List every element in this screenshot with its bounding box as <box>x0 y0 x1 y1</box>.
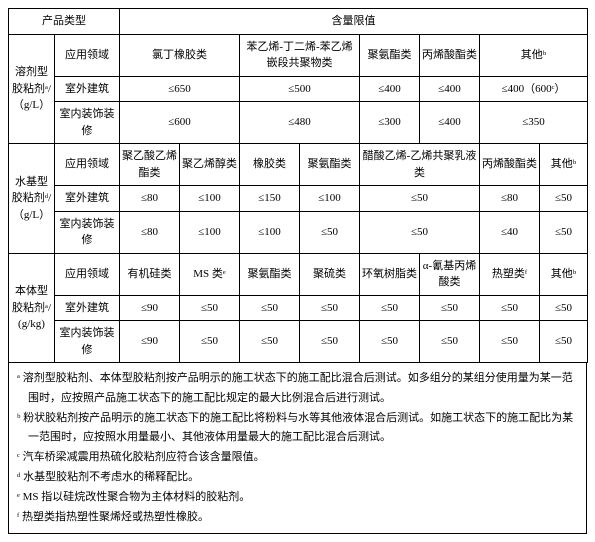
section1-appfield: 应用领域 <box>55 34 120 76</box>
cell: ≤100 <box>180 211 240 253</box>
footnotes: ᵃ 溶剂型胶粘剂、本体型胶粘剂按产品明示的施工状态下的施工配比混合后测试。如多组… <box>8 363 587 534</box>
cell: ≤50 <box>360 295 420 321</box>
section3-row0-label: 室外建筑 <box>55 295 120 321</box>
cell: ≤50 <box>360 186 480 212</box>
cell: ≤50 <box>540 295 588 321</box>
section2-row0-label: 室外建筑 <box>55 186 120 212</box>
cell: ≤650 <box>120 76 240 102</box>
header-limit-value: 含量限值 <box>120 9 588 35</box>
section3-col6: 热塑类ᶠ <box>480 253 540 295</box>
section2-col4: 醋酸乙烯-乙烯共聚乳液类 <box>360 144 480 186</box>
section3-row1-label: 室内装饰装修 <box>55 321 120 363</box>
section3-col0: 有机硅类 <box>120 253 180 295</box>
section3-col4: 环氧树脂类 <box>360 253 420 295</box>
cell: ≤400 <box>420 76 480 102</box>
section1-row1-label: 室内装饰装修 <box>55 102 120 144</box>
section2-col2: 橡胶类 <box>240 144 300 186</box>
cell: ≤80 <box>120 186 180 212</box>
cell: ≤90 <box>120 295 180 321</box>
section1-col1: 苯乙烯-丁二烯-苯乙烯嵌段共聚物类 <box>240 34 360 76</box>
section2-col3: 聚氨酯类 <box>300 144 360 186</box>
cell: ≤100 <box>300 186 360 212</box>
cell: ≤600 <box>120 102 240 144</box>
cell: ≤50 <box>480 321 540 363</box>
cell: ≤100 <box>240 211 300 253</box>
cell: ≤400 <box>360 76 420 102</box>
footnote-d: ᵈ 水基型胶粘剂不考虑水的稀释配比。 <box>17 468 578 488</box>
section1-col2: 聚氨酯类 <box>360 34 420 76</box>
cell: ≤50 <box>420 321 480 363</box>
cell: ≤100 <box>180 186 240 212</box>
cell: ≤400（600ᶜ） <box>480 76 588 102</box>
section3-appfield: 应用领域 <box>55 253 120 295</box>
cell: ≤50 <box>240 321 300 363</box>
cell: ≤50 <box>360 321 420 363</box>
section2-rowlabel: 水基型胶粘剂ᵈ/（g/L） <box>9 144 55 254</box>
footnote-f: ᶠ 热塑类指热塑性聚烯烃或热塑性橡胶。 <box>17 508 578 528</box>
section1-row0-label: 室外建筑 <box>55 76 120 102</box>
cell: ≤400 <box>420 102 480 144</box>
cell: ≤80 <box>120 211 180 253</box>
cell: ≤50 <box>360 211 480 253</box>
cell: ≤50 <box>540 321 588 363</box>
cell: ≤500 <box>240 76 360 102</box>
section2-col6: 其他ᵇ <box>540 144 588 186</box>
section2-row1-label: 室内装饰装修 <box>55 211 120 253</box>
section3-rowlabel: 本体型胶粘剂ᵃ/(g/kg) <box>9 253 55 363</box>
section1-col3: 丙烯酸酯类 <box>420 34 480 76</box>
section3-col1: MS 类ᵉ <box>180 253 240 295</box>
footnote-e: ᵉ MS 指以硅烷改性聚合物为主体材料的胶粘剂。 <box>17 488 578 508</box>
cell: ≤40 <box>480 211 540 253</box>
cell: ≤90 <box>120 321 180 363</box>
cell: ≤350 <box>480 102 588 144</box>
cell: ≤50 <box>300 295 360 321</box>
cell: ≤80 <box>480 186 540 212</box>
cell: ≤50 <box>180 295 240 321</box>
section3-col7: 其他ᵇ <box>540 253 588 295</box>
section3-col3: 聚硫类 <box>300 253 360 295</box>
cell: ≤50 <box>480 295 540 321</box>
section3-col2: 聚氨酯类 <box>240 253 300 295</box>
limits-table: 产品类型 含量限值 溶剂型胶粘剂ᵃ/（g/L） 应用领域 氯丁橡胶类 苯乙烯-丁… <box>8 8 588 363</box>
cell: ≤50 <box>240 295 300 321</box>
header-product-type: 产品类型 <box>9 9 120 35</box>
cell: ≤50 <box>180 321 240 363</box>
cell: ≤50 <box>540 211 588 253</box>
footnote-a: ᵃ 溶剂型胶粘剂、本体型胶粘剂按产品明示的施工状态下的施工配比混合后测试。如多组… <box>17 369 578 409</box>
footnote-c: ᶜ 汽车桥梁减震用热硫化胶粘剂应符合该含量限值。 <box>17 448 578 468</box>
cell: ≤50 <box>300 211 360 253</box>
cell: ≤480 <box>240 102 360 144</box>
cell: ≤50 <box>540 186 588 212</box>
footnote-b: ᵇ 粉状胶粘剂按产品明示的施工状态下的施工配比将粉料与水等其他液体混合后测试。如… <box>17 409 578 449</box>
section1-col0: 氯丁橡胶类 <box>120 34 240 76</box>
cell: ≤50 <box>420 295 480 321</box>
cell: ≤50 <box>300 321 360 363</box>
section2-col1: 聚乙烯醇类 <box>180 144 240 186</box>
section3-col5: α-氰基丙烯酸类 <box>420 253 480 295</box>
section1-col4: 其他ᵇ <box>480 34 588 76</box>
cell: ≤150 <box>240 186 300 212</box>
section2-col0: 聚乙酸乙烯酯类 <box>120 144 180 186</box>
section2-appfield: 应用领域 <box>55 144 120 186</box>
section1-rowlabel: 溶剂型胶粘剂ᵃ/（g/L） <box>9 34 55 144</box>
section2-col5: 丙烯酸酯类 <box>480 144 540 186</box>
cell: ≤300 <box>360 102 420 144</box>
